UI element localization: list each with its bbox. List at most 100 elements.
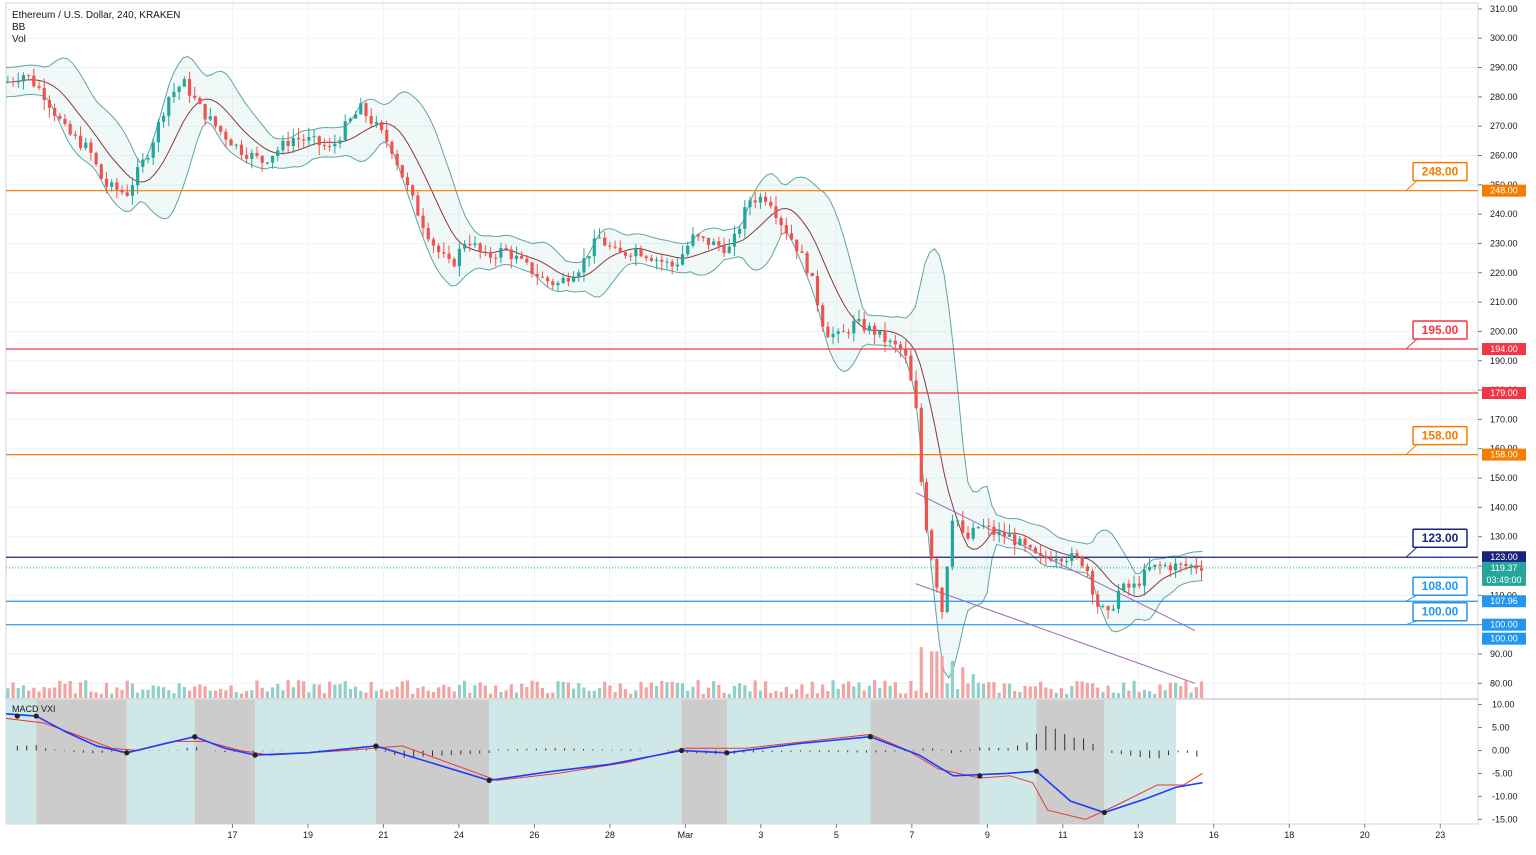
candle[interactable]: [1023, 535, 1027, 552]
candle[interactable]: [219, 125, 223, 136]
candle[interactable]: [597, 228, 602, 239]
level-callout-158.00[interactable]: 158.00: [1405, 425, 1468, 455]
candle[interactable]: [167, 96, 171, 126]
candle[interactable]: [904, 340, 908, 364]
candle[interactable]: [530, 261, 534, 278]
candle[interactable]: [789, 224, 794, 241]
candle[interactable]: [701, 235, 705, 242]
candle[interactable]: [234, 143, 238, 150]
candle[interactable]: [888, 338, 892, 346]
candle[interactable]: [348, 116, 353, 124]
candle[interactable]: [1085, 563, 1089, 578]
candle[interactable]: [473, 236, 477, 249]
candle[interactable]: [919, 403, 923, 486]
candle[interactable]: [743, 200, 747, 238]
candle[interactable]: [255, 146, 259, 159]
candle[interactable]: [577, 269, 581, 282]
candle[interactable]: [712, 238, 716, 246]
candle[interactable]: [390, 140, 394, 159]
candle[interactable]: [758, 193, 762, 209]
candle[interactable]: [1127, 579, 1131, 596]
candle[interactable]: [618, 240, 622, 253]
candle[interactable]: [862, 311, 866, 334]
level-callout-195.00[interactable]: 195.00: [1405, 320, 1468, 350]
channel-lower-line[interactable]: [915, 583, 1196, 684]
candle[interactable]: [805, 251, 809, 276]
candle[interactable]: [914, 370, 918, 409]
candle[interactable]: [1179, 562, 1183, 573]
candle[interactable]: [99, 163, 103, 180]
candle[interactable]: [717, 236, 721, 252]
candle[interactable]: [359, 97, 363, 115]
candle[interactable]: [187, 71, 192, 103]
candle[interactable]: [826, 321, 830, 338]
candle[interactable]: [499, 242, 503, 264]
candle[interactable]: [1070, 547, 1074, 567]
candle[interactable]: [1194, 558, 1198, 574]
candle[interactable]: [245, 147, 249, 164]
candle[interactable]: [11, 76, 15, 88]
candle[interactable]: [37, 81, 41, 90]
candle[interactable]: [535, 263, 539, 286]
candle[interactable]: [405, 172, 410, 191]
candle[interactable]: [421, 208, 425, 237]
candle[interactable]: [732, 225, 737, 257]
candle[interactable]: [956, 519, 960, 527]
candle[interactable]: [250, 149, 254, 169]
candle[interactable]: [136, 157, 140, 195]
candle[interactable]: [307, 127, 311, 147]
candle[interactable]: [1075, 549, 1079, 560]
candle[interactable]: [608, 241, 612, 250]
candle[interactable]: [400, 164, 404, 178]
candle[interactable]: [78, 126, 83, 151]
candle[interactable]: [146, 154, 150, 164]
candle[interactable]: [821, 302, 825, 332]
candle[interactable]: [182, 76, 186, 87]
candle[interactable]: [286, 131, 290, 153]
candle[interactable]: [1142, 563, 1147, 596]
candle[interactable]: [364, 101, 368, 123]
candle[interactable]: [582, 248, 586, 282]
candle[interactable]: [411, 184, 415, 200]
candle[interactable]: [945, 566, 949, 614]
candle[interactable]: [317, 135, 321, 156]
candle[interactable]: [1018, 536, 1022, 546]
candle[interactable]: [296, 128, 301, 149]
candle[interactable]: [312, 129, 316, 146]
candle[interactable]: [753, 192, 757, 209]
candle[interactable]: [561, 272, 565, 284]
candle[interactable]: [1106, 605, 1110, 619]
candle[interactable]: [110, 179, 114, 192]
candle[interactable]: [660, 254, 664, 271]
candle[interactable]: [177, 85, 181, 100]
candle[interactable]: [815, 270, 820, 312]
candle[interactable]: [379, 120, 384, 134]
candle[interactable]: [488, 247, 493, 264]
candle[interactable]: [992, 520, 996, 541]
candle[interactable]: [551, 278, 555, 291]
candle[interactable]: [670, 259, 674, 275]
candle[interactable]: [198, 96, 202, 105]
candle[interactable]: [706, 237, 711, 250]
candle[interactable]: [696, 233, 700, 242]
candle[interactable]: [571, 271, 576, 283]
candle[interactable]: [847, 328, 851, 339]
candle[interactable]: [21, 72, 26, 90]
candle[interactable]: [779, 215, 783, 235]
candle[interactable]: [950, 514, 955, 571]
candle[interactable]: [784, 217, 788, 240]
candle[interactable]: [265, 161, 269, 165]
candle[interactable]: [680, 245, 685, 266]
candle[interactable]: [203, 103, 207, 125]
candle[interactable]: [1163, 562, 1167, 567]
candle[interactable]: [16, 72, 20, 88]
candle[interactable]: [130, 177, 135, 205]
level-callout-100.00[interactable]: 100.00: [1405, 601, 1468, 626]
candle[interactable]: [613, 240, 617, 250]
candle[interactable]: [1033, 546, 1038, 555]
candle[interactable]: [1148, 557, 1152, 572]
candle[interactable]: [1137, 576, 1141, 589]
candle[interactable]: [1059, 556, 1064, 568]
candle[interactable]: [328, 138, 332, 152]
